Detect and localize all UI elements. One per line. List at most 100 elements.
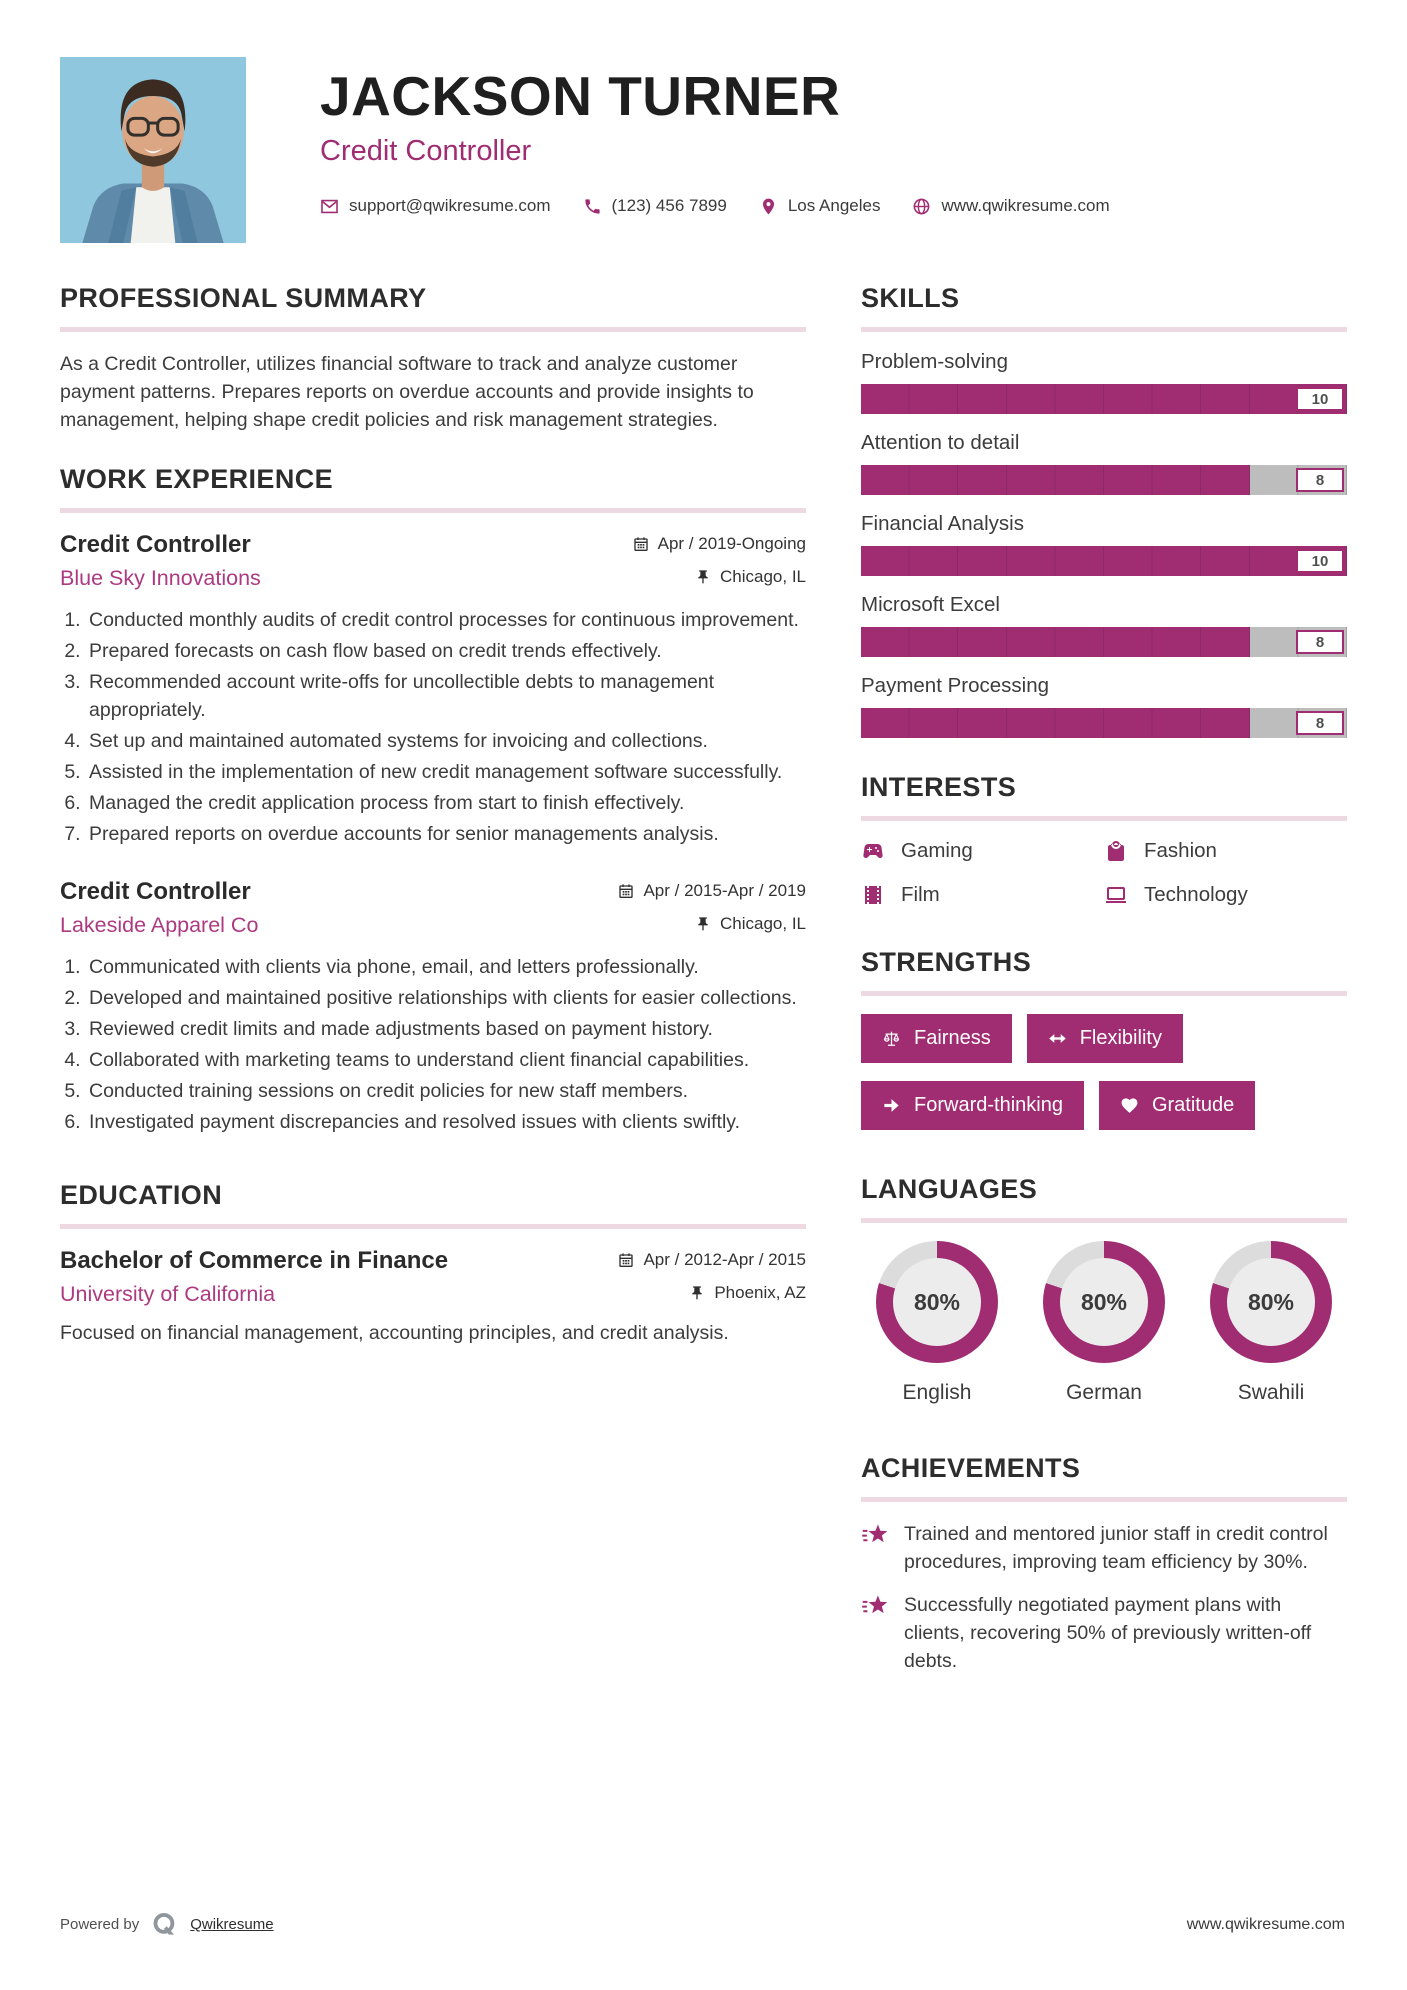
candidate-name: JACKSON TURNER [320, 65, 841, 127]
section-strengths: STRENGTHS Fairness Flexibility [861, 947, 1347, 1130]
professional-summary-heading: PROFESSIONAL SUMMARY [60, 283, 806, 332]
education-dates-text: Apr / 2012-Apr / 2015 [643, 1250, 806, 1269]
strength-label: Forward-thinking [914, 1094, 1063, 1116]
right-arrow-icon [882, 1096, 901, 1115]
globe-icon [912, 197, 931, 216]
skill-item: Financial Analysis 10 [861, 512, 1347, 576]
strength-chip: Forward-thinking [861, 1081, 1084, 1130]
skill-item: Attention to detail 8 [861, 431, 1347, 495]
job-entry: Credit Controller Apr / 2019-Ongoing Blu… [60, 531, 806, 848]
strength-chip: Flexibility [1026, 1014, 1183, 1063]
contact-text: www.qwikresume.com [941, 196, 1110, 215]
job-bullet: Prepared reports on overdue accounts for… [86, 820, 806, 848]
job-company: Blue Sky Innovations [60, 566, 261, 590]
shooting-star-icon [861, 1521, 889, 1576]
job-bullet: Conducted training sessions on credit po… [86, 1077, 806, 1105]
skill-name: Problem-solving [861, 350, 1008, 373]
education-dates: Apr / 2012-Apr / 2015 [618, 1250, 806, 1270]
language-donut-hole: 80% [1227, 1258, 1315, 1346]
language-donut-chart: 80% [1043, 1241, 1165, 1363]
section-skills: SKILLS Problem-solving 10 Attention to d… [861, 283, 1347, 738]
achievement-text: Successfully negotiated payment plans wi… [904, 1594, 1312, 1672]
contact-item: Los Angeles [759, 196, 881, 216]
job-bullet: Assisted in the implementation of new cr… [86, 758, 806, 786]
profile-photo [60, 57, 246, 243]
interest-label: Gaming [901, 839, 973, 862]
phone-icon [583, 197, 602, 216]
pushpin-icon [695, 569, 711, 585]
powered-by: Powered by Qwikresume [60, 1911, 274, 1938]
language-percent: 80% [913, 1288, 961, 1315]
education-heading: EDUCATION [60, 1180, 806, 1229]
job-dates-text: Apr / 2019-Ongoing [657, 534, 806, 553]
powered-by-text: Powered by [60, 1916, 140, 1933]
language-donut-hole: 80% [1060, 1258, 1148, 1346]
job-location: Chicago, IL [695, 914, 806, 934]
job-location-text: Chicago, IL [720, 914, 806, 933]
work-experience-heading: WORK EXPERIENCE [60, 464, 806, 513]
skill-score-badge: 10 [1296, 549, 1344, 573]
job-bullet: Recommended account write-offs for uncol… [86, 668, 806, 724]
job-dates: Apr / 2019-Ongoing [633, 534, 806, 554]
job-bullet: Conducted monthly audits of credit contr… [86, 606, 806, 634]
strength-chip: Gratitude [1098, 1081, 1256, 1130]
strength-chips: Fairness Flexibility Forward-thinking [861, 1014, 1347, 1130]
calendar-icon [618, 1252, 634, 1268]
interest-label: Fashion [1144, 839, 1217, 862]
education-school-row: University of California Phoenix, AZ [60, 1282, 806, 1307]
qwikresume-link[interactable]: Qwikresume [190, 1916, 274, 1933]
language-item: 80% English [867, 1241, 1007, 1405]
interests-heading: INTERESTS [861, 772, 1347, 821]
section-languages: LANGUAGES 80% English [861, 1174, 1347, 1405]
job-bullet: Collaborated with marketing teams to und… [86, 1046, 806, 1074]
language-donut-hole: 80% [893, 1258, 981, 1346]
achievement-item: Trained and mentored junior staff in cre… [861, 1520, 1347, 1576]
contact-text: (123) 456 7899 [611, 196, 727, 215]
section-interests: INTERESTS Gaming Fashion [861, 772, 1347, 907]
language-name: German [1066, 1381, 1142, 1404]
contact-item: www.qwikresume.com [912, 196, 1110, 216]
heart-icon [1120, 1096, 1139, 1115]
footer-website: www.qwikresume.com [1186, 1915, 1345, 1933]
contact-item: (123) 456 7899 [583, 196, 727, 216]
job-dates: Apr / 2015-Apr / 2019 [618, 881, 806, 901]
skill-score-badge: 8 [1296, 630, 1344, 654]
skill-name: Payment Processing [861, 674, 1050, 697]
right-column: SKILLS Problem-solving 10 Attention to d… [861, 283, 1347, 1690]
job-entry: Credit Controller Apr / 2015-Apr / 2019 … [60, 878, 806, 1136]
skills-heading: SKILLS [861, 283, 1347, 332]
left-column: PROFESSIONAL SUMMARY As a Credit Control… [60, 283, 806, 1690]
education-location: Phoenix, AZ [689, 1283, 806, 1303]
strength-label: Flexibility [1079, 1027, 1162, 1049]
header-text: JACKSON TURNER Credit Controller support… [320, 57, 1110, 243]
interest-item: Gaming [861, 839, 1104, 863]
left-right-arrow-icon [1048, 1029, 1067, 1048]
contact-item: support@qwikresume.com [320, 196, 551, 216]
interests-grid: Gaming Fashion Film [861, 839, 1347, 907]
job-bullet: Reviewed credit limits and made adjustme… [86, 1015, 806, 1043]
education-location-text: Phoenix, AZ [714, 1283, 806, 1302]
strength-label: Fairness [914, 1027, 991, 1049]
languages-heading: LANGUAGES [861, 1174, 1347, 1223]
skill-name: Microsoft Excel [861, 593, 1000, 616]
education-degree: Bachelor of Commerce in Finance [60, 1247, 449, 1274]
skill-bar: 8 [861, 708, 1347, 738]
skill-name: Financial Analysis [861, 512, 1024, 535]
contact-text: Los Angeles [787, 196, 881, 215]
language-percent: 80% [1080, 1288, 1128, 1315]
strength-label: Gratitude [1151, 1094, 1235, 1116]
job-title: Credit Controller [60, 531, 251, 558]
job-bullet: Set up and maintained automated systems … [86, 727, 806, 755]
job-title-row: Credit Controller Apr / 2015-Apr / 2019 [60, 878, 806, 906]
achievement-item: Successfully negotiated payment plans wi… [861, 1591, 1347, 1675]
section-education: EDUCATION Bachelor of Commerce in Financ… [60, 1180, 806, 1347]
skill-bar-fill [861, 708, 1250, 738]
language-donut-chart: 80% [876, 1241, 998, 1363]
map-pin-icon [759, 197, 778, 216]
interest-item: Fashion [1104, 839, 1347, 863]
language-percent: 80% [1247, 1288, 1295, 1315]
job-bullet-list: Conducted monthly audits of credit contr… [60, 606, 806, 848]
calendar-icon [633, 536, 649, 552]
education-description: Focused on financial management, account… [60, 1322, 729, 1344]
